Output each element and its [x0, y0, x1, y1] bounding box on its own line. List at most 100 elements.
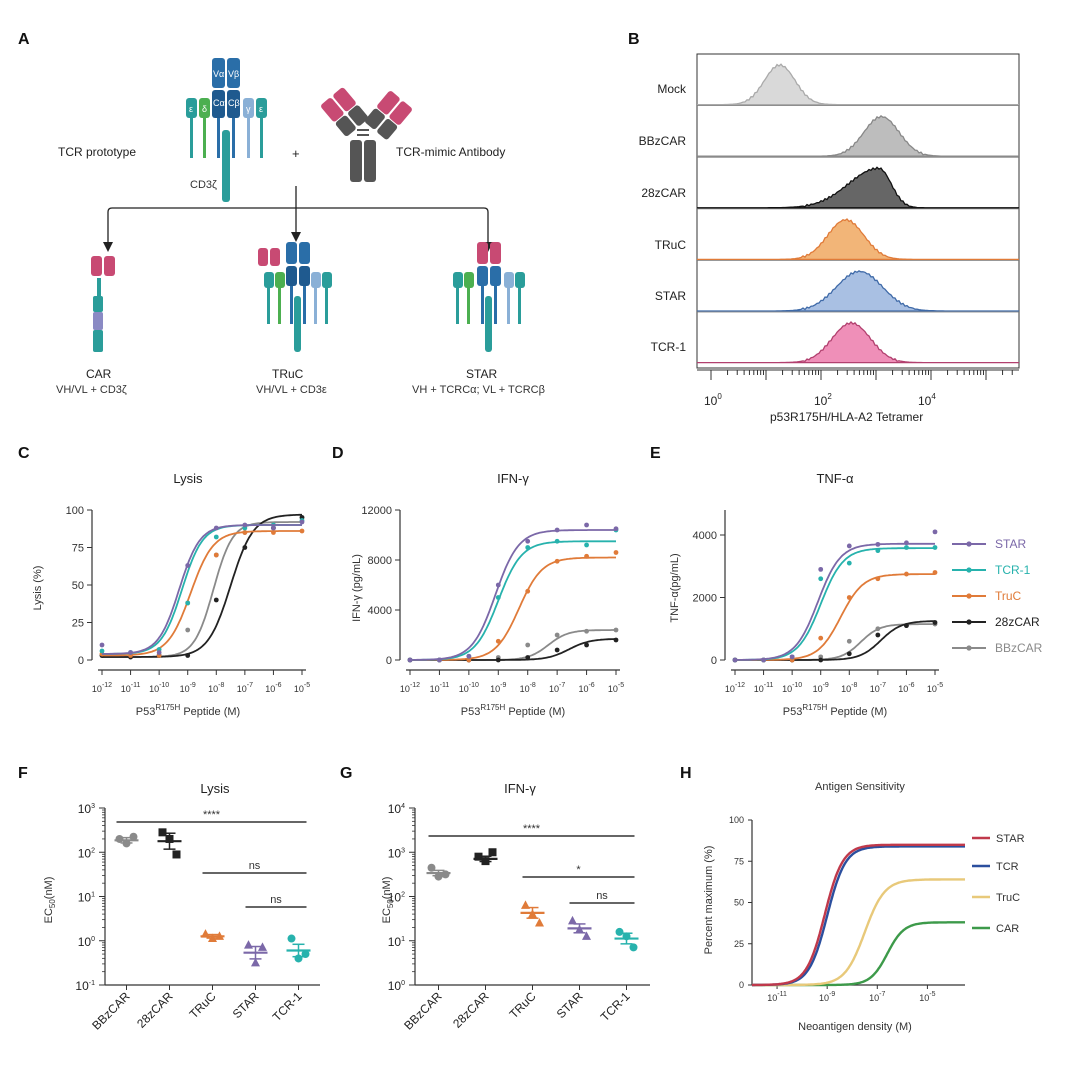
histogram-row-labels: Mock BBzCAR 28zCAR TRuC STAR TCR-1: [639, 82, 687, 354]
truc-g-tm: [314, 288, 317, 324]
data-point: [528, 909, 537, 918]
x-tick-label: 10-11: [121, 682, 141, 694]
y-tick-label: 25: [734, 939, 744, 949]
x-tick-label: 10-10: [149, 682, 169, 694]
point-star: [554, 527, 560, 533]
panel-g-plot: *****ns: [426, 823, 639, 952]
x-tick-label-28zcar: 28zCAR: [450, 989, 492, 1031]
data-point: [575, 924, 584, 934]
cd3e-left: [186, 98, 197, 118]
point-truc: [299, 528, 305, 534]
panel-e-xlabel: P53R175H Peptide (M): [783, 703, 887, 718]
point-28zcar: [932, 620, 938, 625]
x-tick-label: 10-5: [919, 991, 935, 1003]
significance-label: ****: [523, 823, 541, 835]
panel-e-title: TNF-α: [816, 471, 854, 486]
hist-label-truc: TRuC: [655, 238, 687, 252]
truc-diagram: [258, 242, 332, 352]
y-tick-label: 50: [72, 580, 84, 592]
x-tick-label: 10-12: [92, 682, 112, 694]
legend-label-bbzcar: BBzCAR: [995, 641, 1043, 655]
tcr-b-tm: [232, 118, 235, 158]
x-tick-label: 10-10: [782, 682, 802, 694]
x-tick-label: 10-6: [898, 682, 914, 694]
point-28zcar: [525, 655, 531, 660]
point-truc: [271, 530, 276, 535]
histogram-star: [697, 270, 1019, 312]
panel-h-title: Antigen Sensitivity: [815, 781, 905, 793]
star-e1-tm: [456, 288, 459, 324]
data-point: [172, 850, 181, 859]
data-point: [158, 828, 167, 837]
data-point: [294, 954, 303, 963]
vb-label: Vβ: [228, 69, 239, 79]
point-tcr-1: [525, 545, 531, 550]
car-cd28: [93, 312, 103, 330]
significance-label: ns: [249, 860, 261, 872]
point-star: [818, 566, 824, 572]
x-tick-label: 10-11: [430, 682, 450, 694]
star-vl: [490, 242, 501, 264]
point-tcr-1: [904, 545, 909, 550]
x-tick-label-tcr-1: TCR-1: [598, 989, 633, 1024]
fc-left: [350, 140, 362, 182]
histogram-truc: [697, 218, 1019, 261]
panel-f-ylabel: EC50(nM): [43, 877, 57, 924]
car-name: CAR: [86, 367, 112, 381]
truc-desc: VH/VL + CD3ε: [256, 384, 327, 396]
hist-tick-4: 104: [918, 392, 936, 408]
cd3e-right: [256, 98, 267, 118]
h-legend-label-tcr: TCR: [996, 861, 1019, 873]
data-point: [129, 832, 138, 841]
h-curve-star: [751, 843, 965, 987]
point-bbzcar: [525, 642, 531, 648]
h-curve-tcr: [752, 845, 965, 987]
point-star: [185, 563, 191, 568]
data-point: [535, 918, 544, 927]
tcr-ca-domain: [212, 90, 225, 118]
data-point: [615, 927, 624, 936]
panel-e: E TNF-α TNF-α(pg/mL) 0 2000 4000 10-12 10-11…: [650, 445, 1043, 718]
hist-label-bbzcar: BBzCAR: [639, 134, 687, 148]
cd3d: [199, 98, 210, 118]
panel-f-axes: 10-1 100 101 102 103 BBzCAR 28zCAR TRuC STAR TCR-…: [75, 802, 320, 1033]
point-star: [932, 529, 938, 535]
car-desc: VH/VL + CD3ζ: [56, 384, 127, 396]
point-star: [299, 519, 305, 525]
significance-label: ns: [596, 890, 608, 902]
cd3z-label: CD3ζ: [190, 179, 217, 191]
truc-e2-tm: [325, 288, 328, 324]
fab-left-vh: [321, 98, 344, 122]
truc-vb: [299, 242, 310, 264]
truc-d: [275, 272, 285, 288]
point-bbzcar: [875, 626, 881, 632]
legend-label-tcr-1: TCR-1: [995, 563, 1031, 577]
x-tick-label-star: STAR: [554, 989, 586, 1021]
point-star: [846, 543, 852, 549]
histogram-bbzcar: [697, 115, 1019, 157]
truc-cd3z: [294, 296, 301, 352]
star-e2: [515, 272, 525, 288]
hist-x-label: p53R175H/HLA-A2 Tetramer: [770, 410, 923, 424]
data-point: [115, 834, 124, 843]
point-bbzcar: [846, 638, 852, 644]
ca-label: Cα: [213, 98, 225, 108]
point-truc: [904, 571, 909, 577]
significance-label: *: [576, 864, 581, 876]
e-label-1: ε: [189, 104, 193, 114]
point-28zcar: [904, 623, 909, 629]
point-truc: [213, 552, 219, 558]
y-tick-label: 12000: [361, 505, 392, 517]
legend-marker-truc: [966, 593, 972, 599]
branch-connector: [107, 207, 489, 250]
panel-a: A TCR prototype + TCR-mimic Antibody CD3…: [18, 31, 545, 396]
curve-tcr-1: [102, 524, 302, 655]
data-point: [434, 872, 443, 881]
data-point: [629, 943, 638, 952]
y-tick-label: 102: [388, 891, 405, 905]
cd3e-left-tm: [190, 118, 193, 158]
y-tick-label: 25: [72, 618, 84, 630]
cd3g: [243, 98, 254, 118]
x-tick-label: 10-9: [180, 682, 196, 694]
y-tick-label: 100: [729, 815, 744, 825]
